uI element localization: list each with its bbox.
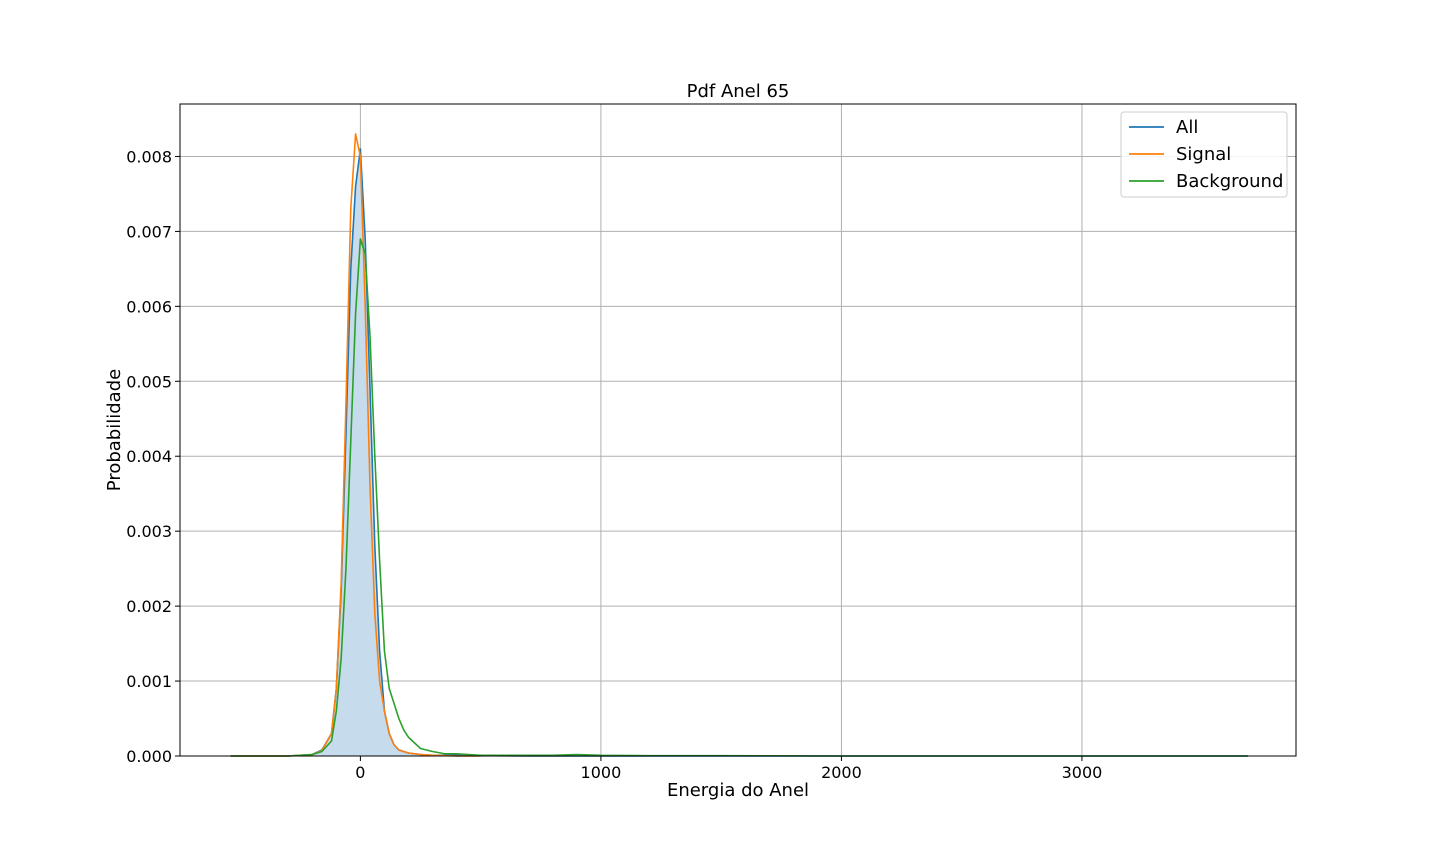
y-tick-label: 0.003 [126, 522, 172, 541]
series-line-background [230, 238, 1248, 757]
legend-entries: All Signal Background [1129, 117, 1283, 192]
y-tick-label: 0.004 [126, 447, 172, 466]
x-axis-title: Energia do Anel [667, 780, 809, 801]
all-density-fill [230, 148, 1248, 756]
legend-label-signal: Signal [1176, 144, 1231, 165]
fill-layer [230, 148, 1248, 756]
series-line-all [230, 148, 1248, 757]
plot-area-frame [179, 103, 1297, 757]
x-tick-label: 0 [355, 763, 365, 782]
legend-box [1120, 111, 1288, 198]
tick-layer: 0 1000 2000 3000 0.000 0.001 0.002 0.003 0.004 0.… [126, 147, 1102, 782]
y-tick-label: 0.001 [126, 672, 172, 691]
y-tick-label: 0.002 [126, 597, 172, 616]
x-tick-label: 3000 [1062, 763, 1103, 782]
legend: All Signal Background [1120, 111, 1288, 198]
y-tick-label: 0.007 [126, 222, 172, 241]
y-axis-title: Probabilidade [104, 369, 125, 491]
x-tick-label: 2000 [821, 763, 862, 782]
legend-label-all: All [1176, 117, 1198, 138]
chart-title: Pdf Anel 65 [687, 81, 790, 102]
y-tick-label: 0.000 [126, 747, 172, 766]
y-tick-label: 0.005 [126, 372, 172, 391]
y-tick-label: 0.006 [126, 297, 172, 316]
series-layer [230, 133, 1248, 757]
x-tick-label: 1000 [581, 763, 622, 782]
legend-label-background: Background [1176, 171, 1283, 192]
y-tick-label: 0.008 [126, 147, 172, 166]
